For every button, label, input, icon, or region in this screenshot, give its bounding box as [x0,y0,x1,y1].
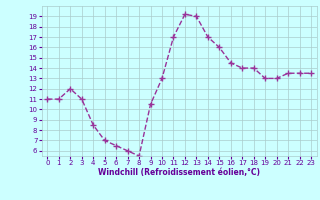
X-axis label: Windchill (Refroidissement éolien,°C): Windchill (Refroidissement éolien,°C) [98,168,260,177]
